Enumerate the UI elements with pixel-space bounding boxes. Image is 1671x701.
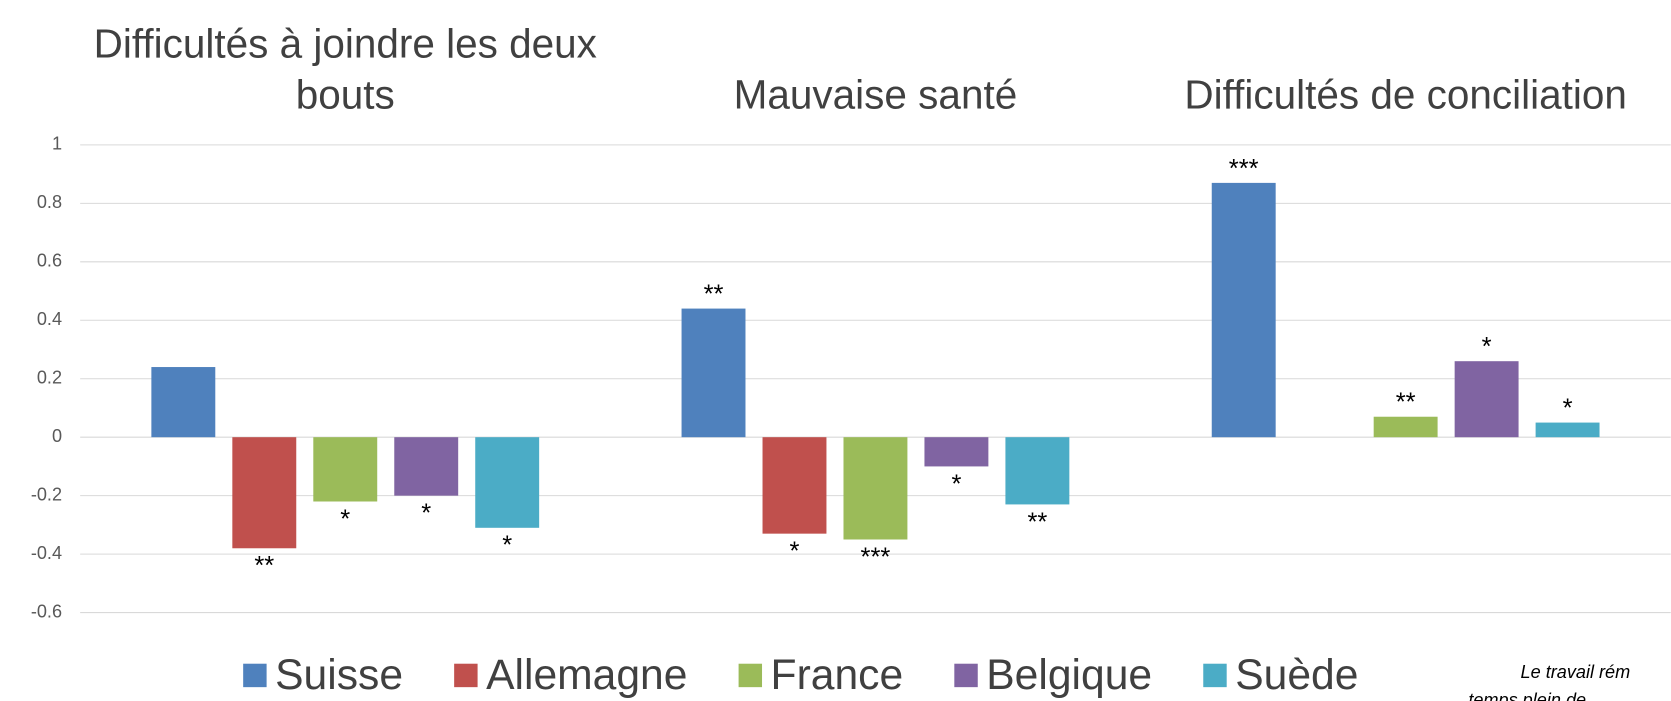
legend-swatch: [243, 663, 267, 688]
y-tick-label: 0.2: [37, 368, 62, 388]
group-title-box: Difficultés à joindre les deux bouts: [79, 4, 612, 121]
significance-label: **: [704, 281, 724, 309]
y-tick-label: 0.6: [37, 251, 62, 271]
significance-label: *: [1482, 333, 1492, 361]
bar: [394, 437, 459, 496]
group-title-wrap: Mauvaise santé: [609, 4, 1142, 121]
bar: [1535, 422, 1600, 438]
y-tick-label: -0.2: [31, 484, 62, 504]
bar: [1211, 182, 1276, 438]
group-title-wrap: Difficultés à joindre les deux bouts: [79, 4, 612, 121]
significance-label: ***: [1229, 155, 1259, 183]
bar: [681, 308, 746, 438]
legend-swatch: [954, 663, 978, 688]
significance-label: *: [340, 505, 350, 533]
significance-label: **: [1027, 508, 1047, 536]
legend-label: France: [771, 651, 904, 699]
legend-swatch: [738, 663, 763, 688]
y-tick-label: -0.6: [31, 601, 62, 621]
legend-swatch: [454, 663, 478, 688]
y-tick-label: 0.8: [37, 192, 62, 212]
bar: [475, 437, 540, 528]
bar: [1454, 361, 1519, 438]
significance-label: ***: [861, 543, 891, 571]
group-title-box: Difficultés de conciliation: [1139, 4, 1671, 121]
note: temps plein de: [1468, 690, 1586, 701]
bar: [762, 437, 827, 534]
significance-label: *: [951, 470, 961, 498]
significance-label: *: [502, 532, 512, 560]
bar: [232, 437, 297, 549]
legend-label: Belgique: [986, 651, 1152, 699]
legend-label: Allemagne: [486, 651, 687, 699]
legend-label: Suède: [1235, 651, 1358, 699]
bar: [843, 437, 908, 540]
group-title: Difficultés à joindre les deux bouts: [93, 22, 597, 119]
bar: [151, 367, 216, 438]
y-tick-label: 0.4: [37, 309, 62, 329]
bar: [924, 437, 989, 467]
group-title-box: Mauvaise santé: [609, 4, 1142, 121]
significance-label: **: [254, 552, 274, 580]
bar: [1005, 437, 1070, 505]
y-tick-label: 1: [52, 134, 62, 154]
legend-label: Suisse: [275, 651, 403, 699]
significance-label: **: [1396, 389, 1416, 417]
significance-label: *: [1563, 395, 1573, 423]
y-tick-label: 0: [52, 426, 62, 446]
group-title: Difficultés de conciliation: [1184, 73, 1627, 119]
group-title: Mauvaise santé: [733, 73, 1018, 119]
bar: [1373, 416, 1438, 438]
y-tick-label: -0.4: [31, 543, 62, 563]
significance-label: *: [790, 538, 800, 566]
significance-label: *: [421, 500, 431, 528]
note: Le travail rém: [1521, 662, 1631, 682]
legend-swatch: [1203, 663, 1227, 688]
group-title-wrap: Difficultés de conciliation: [1139, 4, 1671, 121]
bar: [313, 437, 378, 502]
